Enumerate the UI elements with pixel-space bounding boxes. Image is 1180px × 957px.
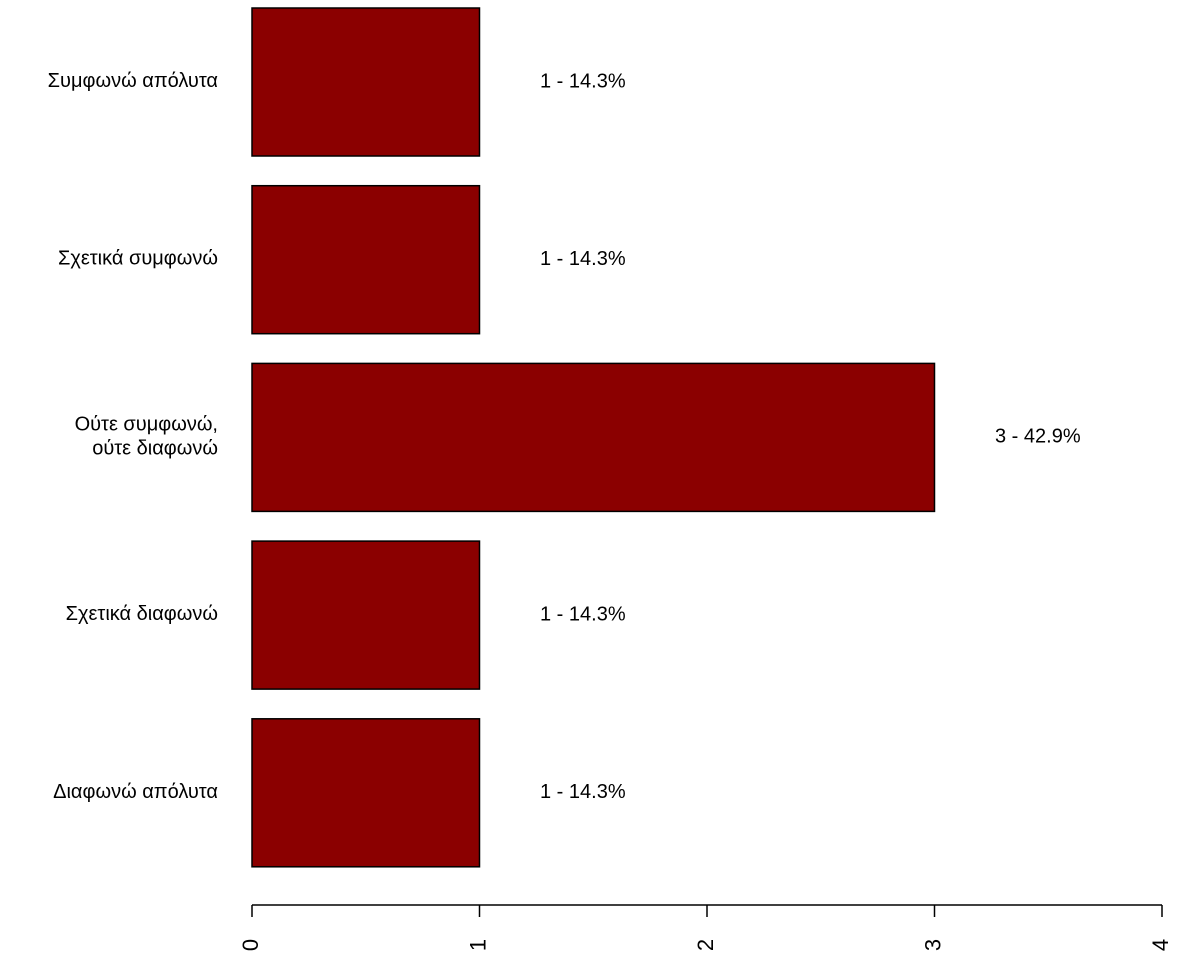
x-tick-label: 0	[238, 939, 263, 951]
category-label: Διαφωνώ απόλυτα	[53, 781, 218, 803]
category-label-line: ούτε διαφωνώ	[92, 438, 218, 460]
data-label: 1 - 14.3%	[540, 781, 626, 803]
category-label: Σχετικά διαφωνώ	[66, 603, 218, 625]
category-label-line: Σχετικά συμφωνώ	[58, 248, 218, 270]
x-tick-label: 4	[1148, 939, 1173, 951]
x-axis: 0 1 2 3 4	[238, 904, 1173, 951]
x-tick-label: 2	[693, 939, 718, 951]
bars-group	[251, 7, 936, 868]
category-label: Σχετικά συμφωνώ	[58, 248, 218, 270]
bar	[251, 718, 481, 868]
data-label: 3 - 42.9%	[995, 426, 1081, 448]
data-labels: 1 - 14.3% 1 - 14.3% 3 - 42.9% 1 - 14.3% 1 - …	[540, 70, 1081, 803]
bar	[251, 7, 481, 157]
x-tick-label: 3	[920, 939, 945, 951]
x-tick-label: 1	[465, 939, 490, 951]
category-label-line: Διαφωνώ απόλυτα	[53, 781, 218, 803]
bar	[251, 184, 481, 335]
bar	[251, 540, 481, 690]
category-label: Ούτε συμφωνώ, ούτε διαφωνώ	[75, 414, 218, 460]
category-label-line: Σχετικά διαφωνώ	[66, 603, 218, 625]
category-label-line: Ούτε συμφωνώ,	[75, 414, 218, 436]
data-label: 1 - 14.3%	[540, 603, 626, 625]
data-label: 1 - 14.3%	[540, 70, 626, 92]
bar	[251, 362, 936, 513]
data-label: 1 - 14.3%	[540, 248, 626, 270]
category-label-line: Συμφωνώ απόλυτα	[48, 70, 218, 92]
category-label: Συμφωνώ απόλυτα	[48, 70, 218, 92]
category-labels: Συμφωνώ απόλυτα Σχετικά συμφωνώ Ούτε συμφω…	[48, 70, 218, 803]
